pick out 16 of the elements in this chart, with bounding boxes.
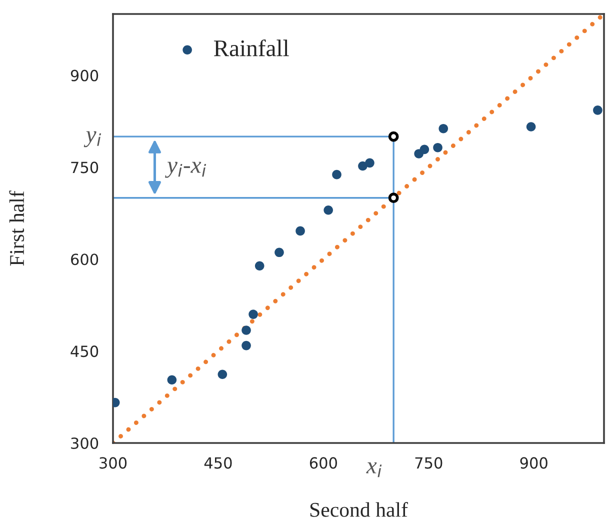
- x-tick-label: 900: [520, 457, 548, 469]
- x-axis-title: Second half: [310, 502, 408, 517]
- y-tick-label: 300: [71, 437, 98, 450]
- annotation: y$_{i}$: [84, 131, 102, 148]
- y-tick-label: 750: [71, 162, 98, 174]
- annotation: y$_{i}$-x$_{i}$: [165, 162, 206, 178]
- y-tick-label: 600: [71, 254, 98, 266]
- x-tick-label: 600: [310, 457, 337, 469]
- legend-label: Rainfall: [214, 39, 289, 56]
- y-tick-label: 450: [70, 346, 98, 358]
- x-tick-label: 300: [100, 457, 127, 469]
- x-tick-label: 450: [204, 457, 232, 469]
- annotation: x$_{i}$: [366, 462, 382, 478]
- x-tick-label: 750: [415, 457, 442, 469]
- y-tick-label: 900: [70, 70, 98, 82]
- y-axis-title: First half: [9, 190, 24, 266]
